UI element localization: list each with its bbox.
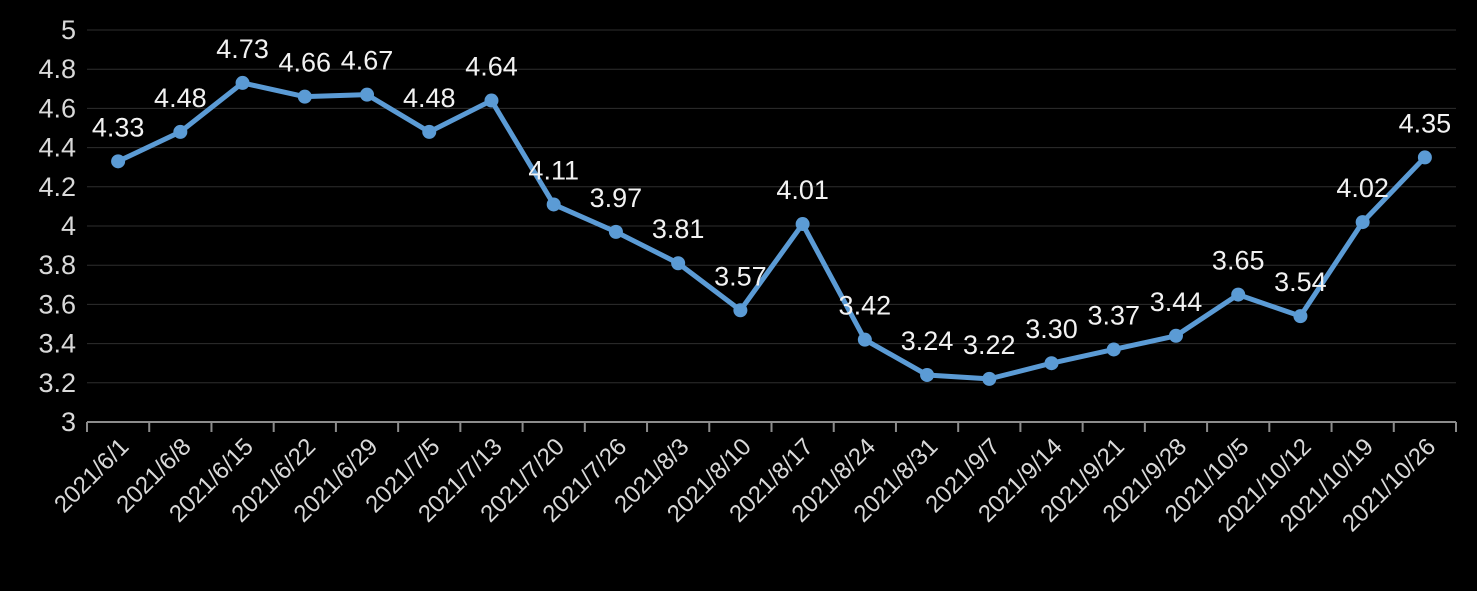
data-point-label: 4.35 bbox=[1399, 108, 1452, 138]
data-point-label: 4.33 bbox=[92, 112, 145, 142]
data-point-label: 3.65 bbox=[1212, 246, 1265, 276]
data-point-label: 3.37 bbox=[1087, 300, 1140, 330]
data-point-marker bbox=[422, 124, 437, 139]
data-point-marker bbox=[1355, 215, 1370, 230]
data-point-marker bbox=[484, 93, 499, 108]
data-point-marker bbox=[111, 154, 126, 169]
y-axis-tick-label: 3.8 bbox=[38, 250, 76, 280]
y-axis-tick-label: 3.6 bbox=[38, 289, 76, 319]
data-point-label: 4.48 bbox=[403, 83, 456, 113]
y-axis-tick-label: 4.2 bbox=[38, 172, 76, 202]
data-point-marker bbox=[297, 89, 312, 104]
data-point-marker bbox=[733, 303, 748, 318]
data-point-marker bbox=[795, 217, 810, 232]
y-axis-tick-label: 3 bbox=[61, 407, 76, 437]
y-axis-tick-label: 3.2 bbox=[38, 368, 76, 398]
data-point-marker bbox=[1106, 342, 1121, 357]
data-point-label: 3.54 bbox=[1274, 267, 1327, 297]
data-point-label: 4.67 bbox=[341, 46, 394, 76]
data-point-label: 3.42 bbox=[839, 291, 892, 321]
data-point-marker bbox=[546, 197, 561, 212]
series-line bbox=[115, 80, 1428, 382]
data-point-label: 4.01 bbox=[776, 175, 829, 205]
y-axis-tick-label: 3.4 bbox=[38, 329, 76, 359]
data-point-label: 3.22 bbox=[963, 330, 1016, 360]
y-axis-tick-label: 4.4 bbox=[38, 133, 76, 163]
data-point-marker bbox=[1417, 150, 1432, 165]
y-axis-tick-label: 4 bbox=[61, 211, 76, 241]
data-point-marker bbox=[920, 367, 935, 382]
data-point-label: 4.66 bbox=[279, 48, 332, 78]
data-point-marker bbox=[857, 332, 872, 347]
data-point-label: 4.64 bbox=[465, 52, 518, 82]
y-axis-tick-label: 4.8 bbox=[38, 54, 76, 84]
data-point-marker bbox=[173, 124, 188, 139]
data-point-label: 3.97 bbox=[590, 183, 643, 213]
data-point-marker bbox=[360, 87, 375, 102]
data-point-marker bbox=[1231, 287, 1246, 302]
y-axis-tick-label: 4.6 bbox=[38, 93, 76, 123]
data-point-marker bbox=[1044, 356, 1059, 371]
data-point-marker bbox=[1293, 309, 1308, 324]
data-point-marker bbox=[235, 75, 250, 90]
data-point-marker bbox=[1168, 328, 1183, 343]
data-point-label: 3.30 bbox=[1025, 314, 1078, 344]
data-point-label: 3.57 bbox=[714, 261, 767, 291]
data-point-marker bbox=[982, 371, 997, 386]
data-point-marker bbox=[671, 256, 686, 271]
data-point-label: 3.81 bbox=[652, 214, 705, 244]
data-point-label: 3.44 bbox=[1150, 287, 1203, 317]
data-point-marker bbox=[608, 224, 623, 239]
data-point-label: 4.48 bbox=[154, 83, 207, 113]
y-axis-tick-label: 5 bbox=[61, 15, 76, 45]
data-point-label: 4.02 bbox=[1336, 173, 1389, 203]
data-point-label: 4.11 bbox=[528, 155, 579, 185]
data-point-label: 4.73 bbox=[216, 34, 269, 64]
data-point-label: 3.24 bbox=[901, 326, 954, 356]
